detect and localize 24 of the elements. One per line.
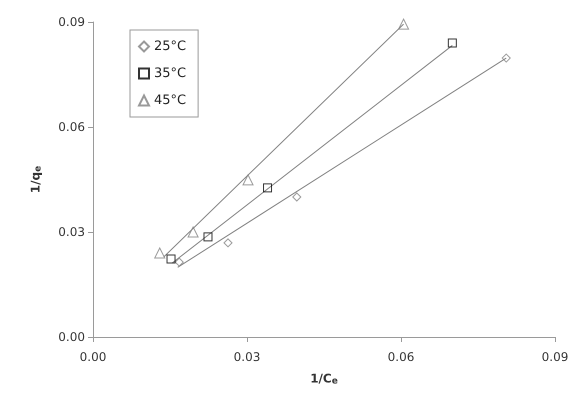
y-tick-label: 0.00 <box>58 330 85 344</box>
x-tick-label: 0.00 <box>80 350 106 364</box>
point <box>448 38 457 48</box>
x-tick-label: 0.03 <box>234 350 260 364</box>
y-tick-label: 0.03 <box>58 225 85 239</box>
x-tick-label: 0.09 <box>542 350 568 364</box>
point <box>203 232 212 242</box>
y-tick-label: 0.06 <box>58 120 85 134</box>
legend-label: 25°C <box>154 39 186 54</box>
legend-label: 35°C <box>154 66 186 81</box>
y-tick-label: 0.09 <box>58 15 85 29</box>
point <box>224 238 233 248</box>
point <box>292 192 302 202</box>
point <box>398 18 410 30</box>
point <box>502 54 511 63</box>
point <box>188 226 199 238</box>
point <box>242 174 254 186</box>
point <box>263 183 272 192</box>
legend-label: 45°C <box>154 93 186 108</box>
point <box>174 258 184 267</box>
point <box>154 248 166 258</box>
y-axis-title: 1/qe <box>28 166 44 194</box>
x-tick-label: 0.06 <box>388 350 414 364</box>
point <box>166 254 176 264</box>
